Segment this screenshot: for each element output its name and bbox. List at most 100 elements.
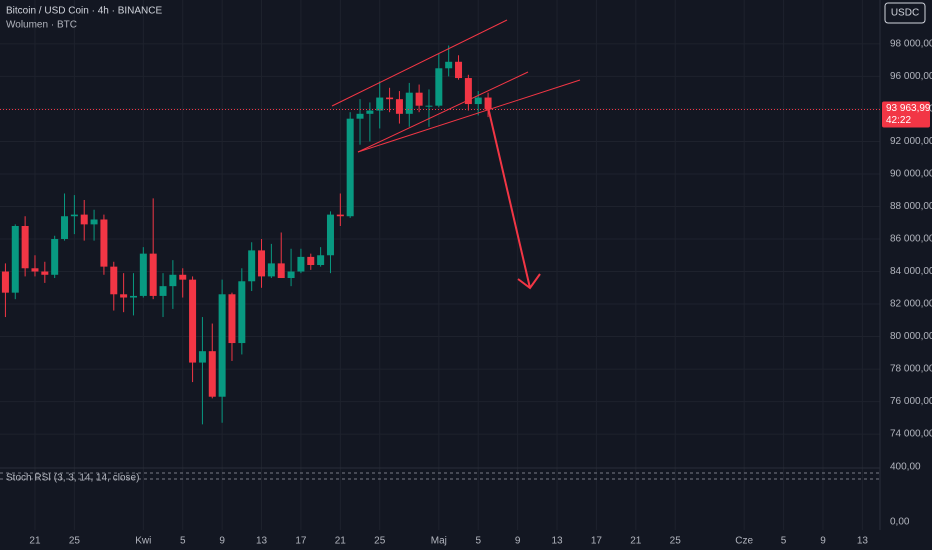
x-tick-label: 17 [591, 536, 603, 547]
candle-body [258, 250, 266, 277]
candle-body [474, 97, 482, 105]
trend-line [357, 71, 529, 153]
last-price-box [882, 101, 930, 128]
candle-body [51, 239, 59, 275]
chart-title: Bitcoin / USD Coin · 4h · BINANCE [6, 6, 162, 17]
candle-body [248, 250, 256, 282]
x-tick-label: 9 [820, 536, 826, 547]
x-tick-label: 5 [180, 536, 186, 547]
candle-body [267, 263, 275, 277]
candle-body [100, 219, 108, 267]
candle-body [238, 281, 246, 344]
x-tick-label: 25 [374, 536, 386, 547]
x-tick-label: 25 [69, 536, 81, 547]
candle-body [425, 105, 433, 107]
candle-body [228, 294, 236, 344]
volume-label: Wolumen · BTC [6, 20, 77, 31]
indicator-axis-label: 0,00 [890, 517, 910, 528]
x-tick-label: 13 [256, 536, 268, 547]
y-tick-label: 98 000,00 [890, 39, 932, 50]
candle-body [277, 263, 285, 279]
candle-body [326, 214, 334, 256]
candle-body [159, 286, 167, 296]
candle-body [297, 256, 305, 272]
candle-body [80, 214, 88, 225]
y-tick-label: 84 000,00 [890, 266, 932, 277]
candle-body [198, 351, 206, 363]
candle-body [149, 253, 157, 296]
x-tick-label: 21 [29, 536, 41, 547]
x-tick-label: 13 [857, 536, 869, 547]
candle-body [336, 214, 344, 217]
candle-body [346, 118, 354, 217]
candle-body [287, 271, 295, 279]
candle-body [307, 256, 315, 266]
y-tick-label: 74 000,00 [890, 429, 932, 440]
candle-body [169, 274, 177, 287]
x-tick-label: 5 [475, 536, 481, 547]
candle-body [464, 78, 472, 105]
x-tick-label: 9 [219, 536, 225, 547]
y-tick-label: 96 000,00 [890, 71, 932, 82]
volume-axis-label: 400,00 [890, 462, 921, 473]
x-tick-label: 21 [335, 536, 347, 547]
y-tick-label: 86 000,00 [890, 234, 932, 245]
candle-body [218, 294, 226, 397]
x-tick-label: Kwi [135, 536, 151, 547]
candle-body [61, 216, 69, 240]
candle-body [484, 97, 492, 110]
x-tick-label: Maj [431, 536, 447, 547]
candle-body [11, 225, 19, 293]
candle-body [455, 61, 463, 79]
y-tick-label: 76 000,00 [890, 396, 932, 407]
arrow-head [517, 273, 541, 290]
x-tick-label: 25 [670, 536, 682, 547]
y-tick-label: 88 000,00 [890, 201, 932, 212]
x-tick-label: 21 [630, 536, 642, 547]
candle-body [445, 61, 453, 69]
x-tick-label: Cze [735, 536, 753, 547]
candle-body [189, 279, 197, 363]
candle-body [90, 219, 98, 225]
candle-body [366, 110, 374, 114]
last-price-label: 93 963,99 [886, 103, 931, 114]
candle-body [386, 97, 394, 100]
candle-body [395, 99, 403, 114]
y-tick-label: 90 000,00 [890, 169, 932, 180]
currency-button[interactable] [884, 2, 926, 24]
drawings [331, 19, 581, 290]
y-tick-label: 92 000,00 [890, 136, 932, 147]
countdown: 42:22 [886, 115, 911, 126]
grid [0, 0, 880, 530]
y-tick-label: 82 000,00 [890, 299, 932, 310]
candle-body [1, 271, 9, 293]
candle-body [317, 255, 325, 266]
candle-body [110, 266, 118, 295]
indicator-title: Stoch RSI (3, 3, 14, 14, close) [6, 473, 139, 484]
candle-body [405, 92, 413, 114]
candle-body [415, 92, 423, 106]
candle-body [21, 225, 29, 269]
candle-body [41, 271, 49, 275]
candle-body [208, 351, 216, 397]
candle-body [120, 294, 128, 298]
candle-body [129, 295, 137, 298]
candle-body [435, 68, 443, 106]
y-tick-label: 80 000,00 [890, 331, 932, 342]
candle-body [70, 214, 78, 217]
x-tick-label: 5 [781, 536, 787, 547]
x-tick-label: 13 [551, 536, 563, 547]
trend-line [357, 79, 581, 153]
candle-body [356, 113, 364, 119]
candle-body [179, 274, 187, 280]
x-tick-label: 17 [295, 536, 307, 547]
candles [1, 45, 492, 425]
x-tick-label: 9 [515, 536, 521, 547]
candle-body [139, 253, 147, 296]
trend-line [331, 19, 508, 107]
currency-button-label[interactable]: USDC [891, 8, 919, 19]
y-tick-label: 78 000,00 [890, 364, 932, 375]
candle-body [31, 268, 39, 272]
